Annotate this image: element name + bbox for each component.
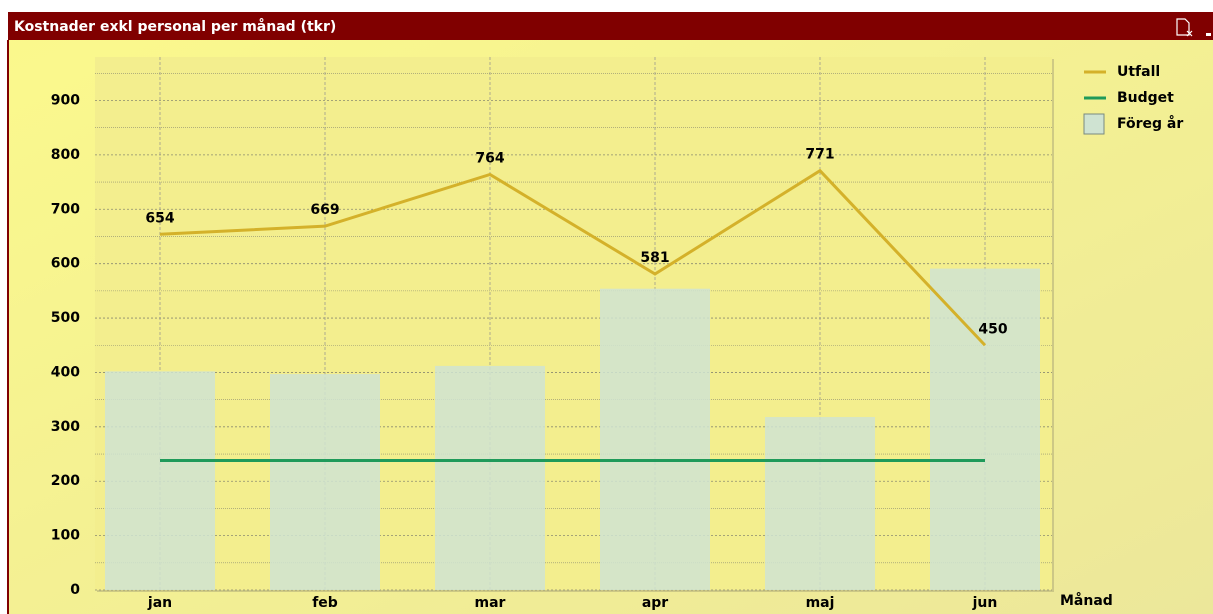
x-tick-label: feb [312,595,338,611]
y-tick-label: 900 [51,93,80,109]
x-tick-label: maj [806,595,835,611]
window-title: Kostnader exkl personal per månad (tkr) [14,18,336,35]
y-tick-label: 100 [51,528,80,544]
data-label: 669 [310,202,339,218]
data-label: 771 [805,147,834,163]
data-label: 764 [475,150,504,166]
data-label: 581 [640,250,669,266]
x-tick-label: mar [475,595,506,611]
y-tick-label: 500 [51,310,80,326]
x-tick-label: jun [972,595,998,611]
y-tick-label: 800 [51,147,80,163]
bar [600,288,710,590]
title-bar [8,12,1213,40]
legend-label: Utfall [1117,64,1160,80]
bar [435,365,545,590]
bar [765,417,875,590]
export-icon[interactable] [1176,18,1211,37]
bar [105,371,215,590]
y-tick-label: 600 [51,256,80,272]
x-tick-label: apr [642,595,668,611]
bar [270,374,380,590]
legend-swatch [1083,113,1105,135]
legend-label: Budget [1117,90,1174,106]
legend-label: Föreg år [1117,115,1183,132]
y-tick-label: 300 [51,419,80,435]
data-label: 450 [978,321,1007,337]
data-label: 654 [145,210,174,226]
y-tick-label: 200 [51,473,80,489]
x-tick-label: jan [147,595,172,611]
y-tick-label: 400 [51,364,80,380]
bar [930,268,1040,590]
y-tick-label: 700 [51,201,80,217]
x-axis-label: Månad [1060,592,1113,609]
y-tick-label: 0 [70,582,80,598]
plot-area [95,57,1052,590]
line [159,168,987,347]
